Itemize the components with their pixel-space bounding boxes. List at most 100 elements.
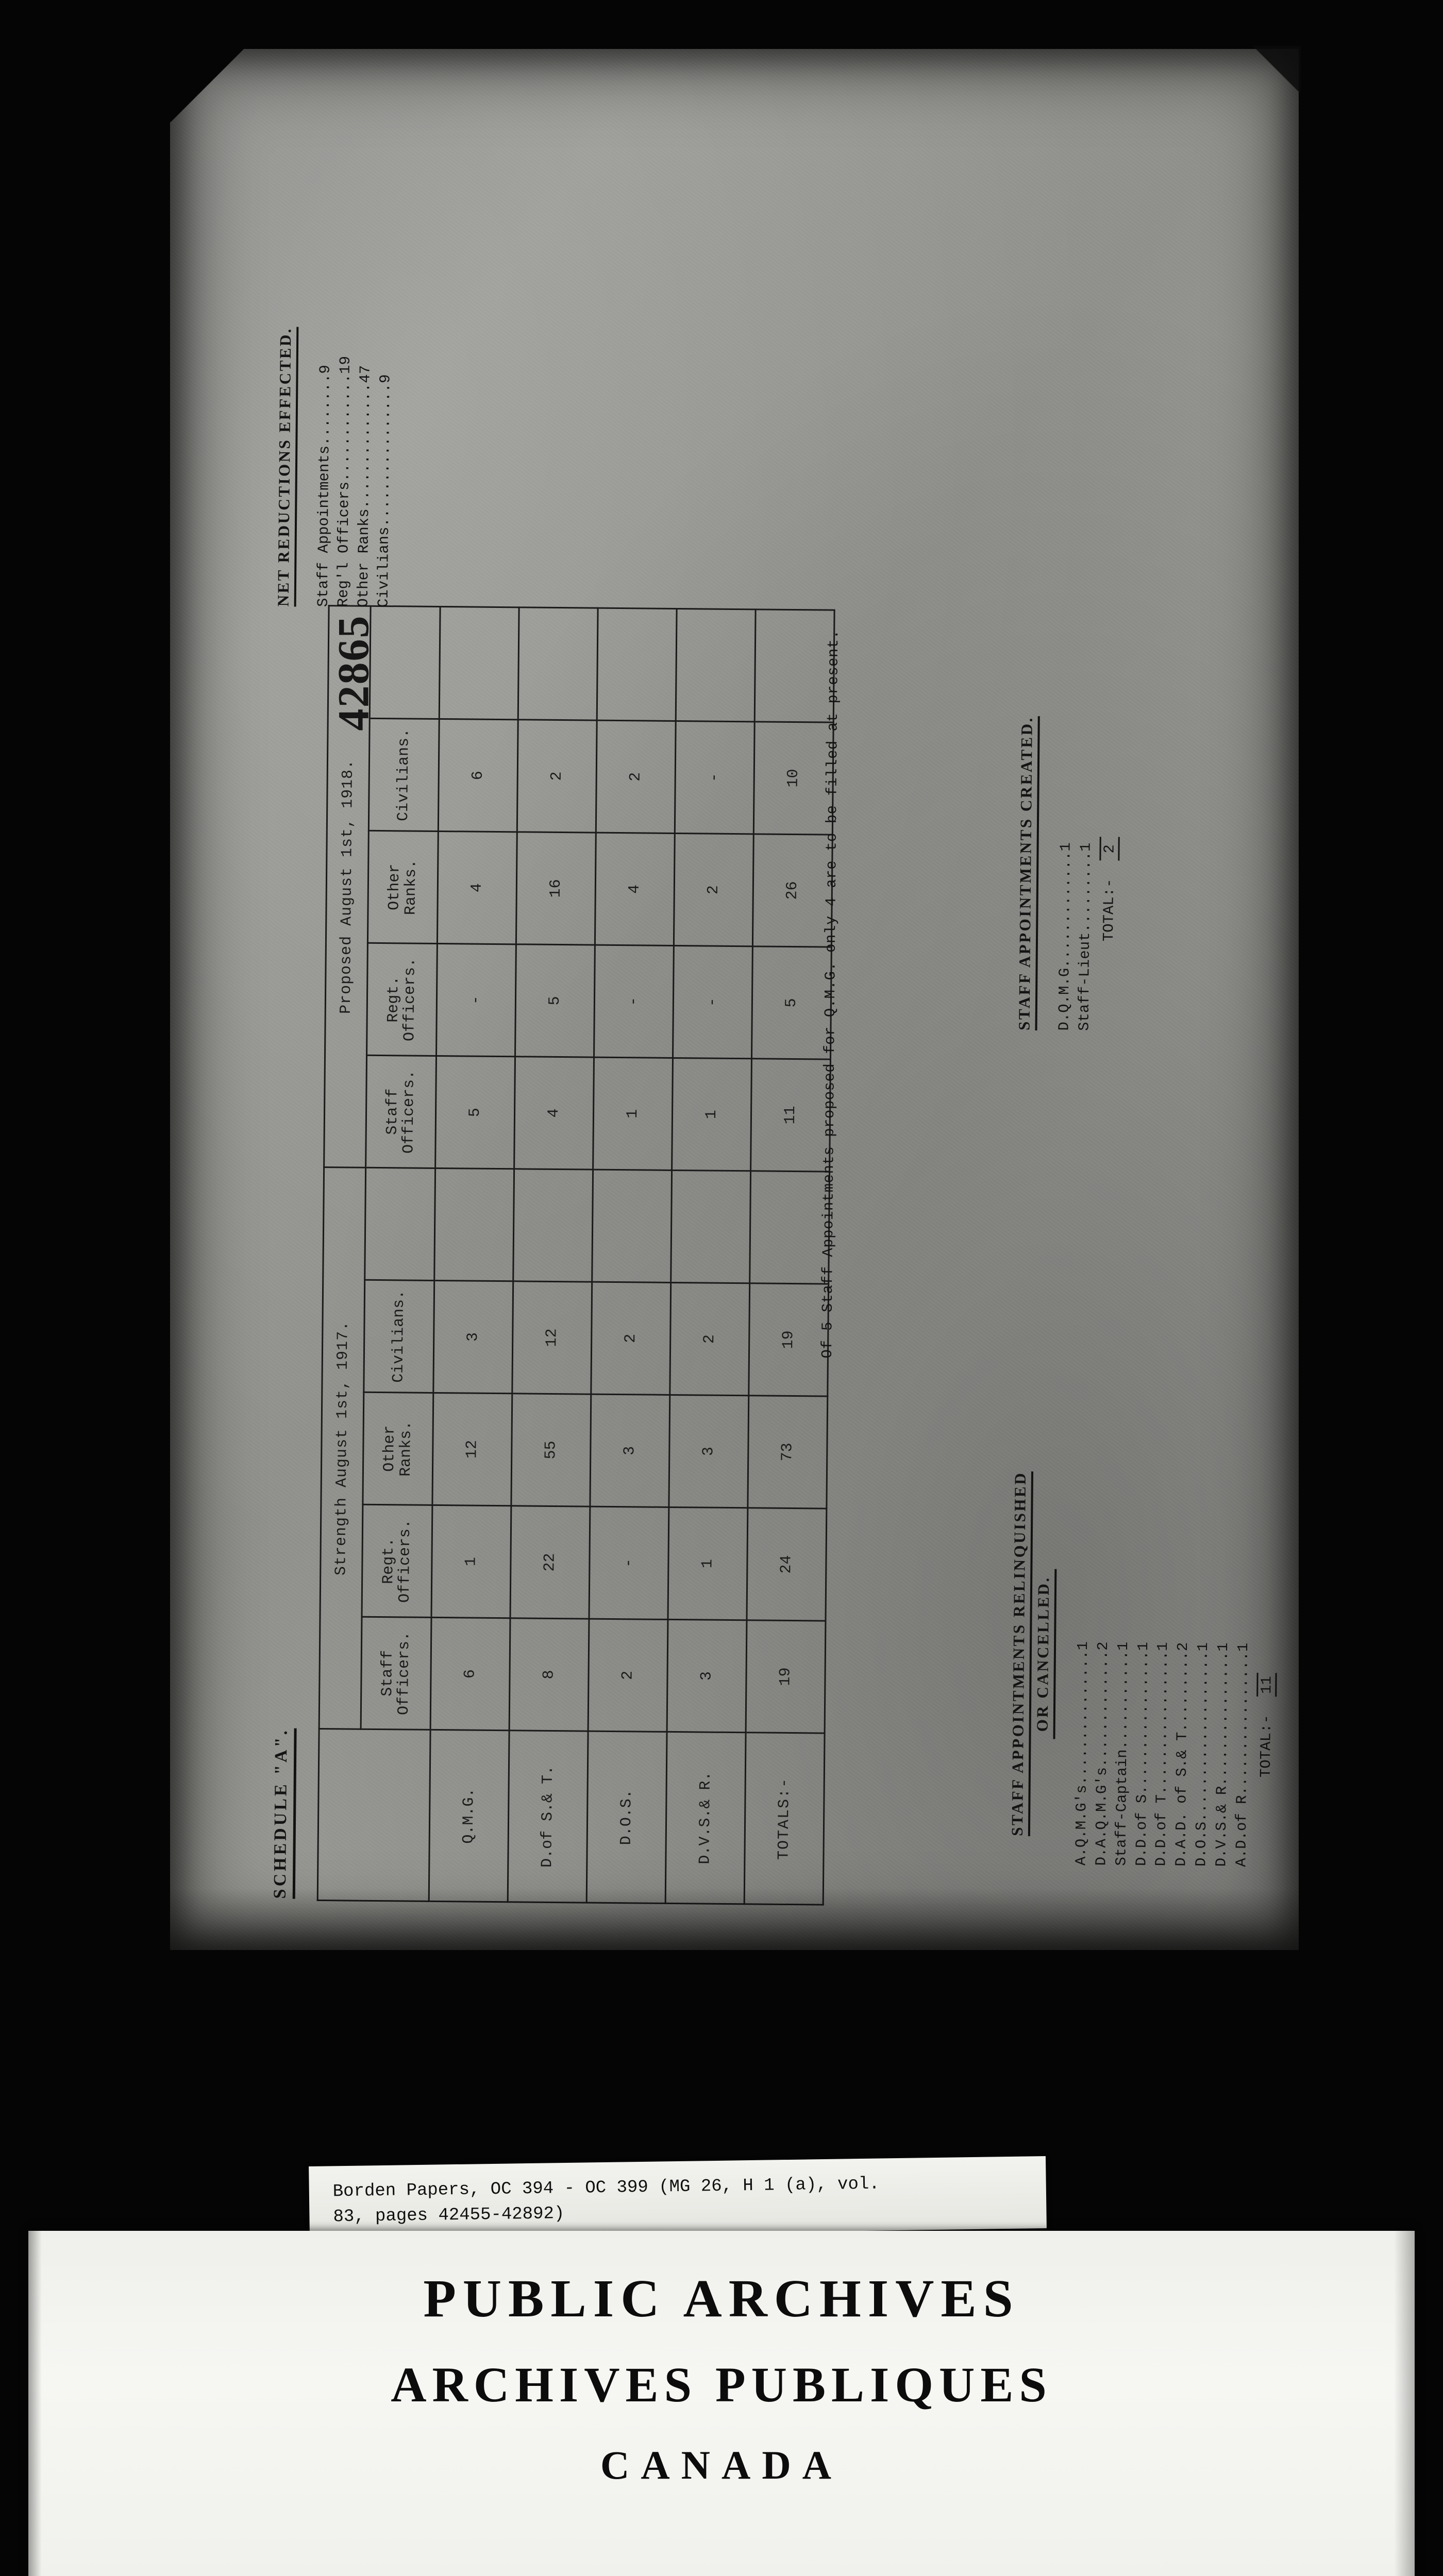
net-reduction-item: Staff Appointments........9 (314, 364, 334, 607)
appointments-created-block: STAFF APPOINTMENTS CREATED. D.Q.M.G.....… (1015, 639, 1121, 1031)
cell-1918-3: 2 (596, 720, 676, 834)
appointments-created-title: STAFF APPOINTMENTS CREATED. (1015, 716, 1040, 1031)
total-1918-0: 11 (750, 1058, 831, 1172)
cell-1917-0: 2 (588, 1619, 668, 1732)
cell-1917-0: 3 (667, 1619, 747, 1733)
appointments-relinquished-block: STAFF APPOINTMENTS RELINQUISHED OR CANCE… (1008, 1443, 1279, 1867)
cell-1918-2: 4 (437, 831, 517, 944)
department-header-cell (317, 1728, 431, 1902)
strength-table: Strength August 1st, 1917. Proposed Augu… (317, 605, 835, 1905)
net-reduction-item: Reg'l Officers............19 (334, 355, 354, 607)
subheader-1917-other-ranks: Other Ranks. (362, 1392, 433, 1505)
cell-1918-rowtotal (439, 606, 519, 720)
cell-1917-3: 2 (591, 1282, 671, 1395)
total-1917-3: 19 (748, 1283, 829, 1397)
catalogue-slip-line2: 83, pages 42455-42892) (333, 2204, 565, 2227)
card-right-shadow (1394, 2231, 1415, 2576)
cell-1918-0: 4 (514, 1056, 594, 1170)
cell-1918-rowtotal (676, 608, 756, 722)
cell-1917-rowtotal (434, 1168, 514, 1281)
subheader-1917-staff-officers: Staff Officers. (361, 1617, 432, 1730)
catalogue-slip: Borden Papers, OC 394 - OC 399 (MG 26, H… (309, 2156, 1047, 2239)
total-1917-1: 24 (746, 1507, 827, 1621)
group-header-1917: Strength August 1st, 1917. (319, 1167, 366, 1730)
department-name-cell: Q.M.G. (429, 1730, 510, 1902)
net-reduction-item: Other Ranks..............47 (355, 365, 374, 607)
department-name-cell: D.V.S.& R. (665, 1732, 746, 1904)
card-line-archives-publiques: ARCHIVES PUBLIQUES (391, 2357, 1052, 2412)
cell-1918-2: 2 (674, 833, 754, 946)
cell-1917-3: 3 (433, 1280, 513, 1394)
torn-corner-top-right (1229, 46, 1301, 92)
public-archives-card: PUBLIC ARCHIVES ARCHIVES PUBLIQUES CANAD… (28, 2231, 1415, 2576)
cell-1917-1: 22 (510, 1505, 590, 1619)
appointment-relinquished-item: Staff-Captain...........1 (1113, 1641, 1132, 1866)
cell-1918-1: 5 (515, 944, 595, 1058)
scanned-document-sheet: SCHEDULE "A". Strength August 1st, 1917.… (167, 45, 1301, 1950)
total-1917-0: 19 (746, 1620, 826, 1734)
card-line-canada: CANADA (600, 2443, 843, 2487)
cell-1918-0: 5 (435, 1056, 515, 1169)
appointment-relinquished-item: A.D.of R................1 (1233, 1642, 1252, 1867)
cell-1918-2: 16 (516, 832, 596, 945)
subheader-1918-regt-officers: Regt. Officers. (366, 943, 438, 1056)
total-1918-grand (754, 609, 835, 723)
card-left-shadow (28, 2231, 42, 2576)
cell-1917-0: 8 (509, 1618, 589, 1732)
appointment-created-item: Staff-Lieut.........1 (1076, 842, 1095, 1031)
cell-1917-0: 6 (430, 1617, 511, 1731)
subheader-1917-civilians: Civilians. (363, 1280, 434, 1393)
table-row: Q.M.G. 6 1 12 3 5-4 6 (429, 606, 519, 1902)
cell-1918-rowtotal (597, 608, 677, 721)
total-1917-2: 73 (747, 1395, 828, 1509)
total-1918-1: 5 (751, 946, 832, 1060)
table-sub-header-row: Staff Officers. Regt. Officers. Other Ra… (359, 606, 441, 1901)
torn-corner-top-left (167, 45, 265, 122)
subheader-1918-other-ranks: Other Ranks. (367, 831, 439, 944)
cell-1917-2: 3 (668, 1395, 749, 1508)
cell-1918-0: 1 (593, 1057, 673, 1171)
cell-1917-1: - (589, 1506, 669, 1620)
cell-1917-2: 3 (590, 1394, 670, 1507)
cell-1917-3: 12 (512, 1281, 592, 1395)
cell-1917-1: 1 (667, 1507, 748, 1620)
cell-1917-2: 55 (511, 1393, 591, 1507)
rotated-document-content: SCHEDULE "A". Strength August 1st, 1917.… (162, 44, 1307, 1955)
cell-1918-1: - (673, 945, 753, 1059)
subheader-1918-staff-officers: Staff Officers. (365, 1055, 437, 1168)
cell-1918-rowtotal (518, 607, 598, 721)
appointments-relinquished-total: TOTAL:- 11 (1255, 1445, 1279, 1867)
schedule-title: SCHEDULE "A". (270, 1727, 297, 1899)
net-reduction-item: Civilians................9 (375, 374, 394, 608)
subheader-1918-total (370, 606, 441, 719)
department-name-cell: D.O.S. (586, 1731, 667, 1904)
table-row: D.O.S. 2-3 2 1-4 2 (586, 608, 677, 1904)
card-line-public-archives: PUBLIC ARCHIVES (423, 2269, 1020, 2328)
net-reductions-block: NET REDUCTIONS EFFECTED. Staff Appointme… (274, 246, 397, 607)
net-reductions-rows: Staff Appointments........9 Reg'l Officer… (314, 246, 397, 607)
cell-1918-1: - (436, 943, 516, 1057)
subheader-1917-regt-officers: Regt. Officers. (362, 1504, 432, 1618)
cell-1917-2: 12 (432, 1393, 512, 1506)
table-body: Q.M.G. 6 1 12 3 5-4 6 D.of S.& T. 8 22 55 12 4 5 16 2 D.… (429, 606, 835, 1905)
appointments-relinquished-title-line1: STAFF APPOINTMENTS RELINQUISHED (1008, 1471, 1034, 1837)
cell-1917-rowtotal (513, 1168, 593, 1282)
appointments-created-rows: D.Q.M.G.............1 Staff-Lieut........… (1054, 639, 1098, 1031)
appointments-relinquished-title-line2: OR CANCELLED. (1033, 1569, 1057, 1739)
appointments-relinquished-rows: A.Q.M.G's...............1 D.A.Q.M.G's....… (1071, 1443, 1255, 1867)
totals-label-cell: TOTALS:- (744, 1732, 825, 1905)
cell-1917-1: 1 (431, 1505, 511, 1618)
cell-1918-1: - (594, 945, 674, 1058)
appointment-created-item: D.Q.M.G.............1 (1055, 842, 1075, 1031)
table-row: D.V.S.& R. 3 1 3 2 1-2- (665, 608, 756, 1904)
cell-1918-2: 4 (595, 833, 675, 946)
total-1918-2: 26 (752, 834, 833, 947)
net-reductions-title: NET REDUCTIONS EFFECTED. (274, 327, 299, 607)
cell-1918-3: 2 (517, 719, 597, 833)
cell-1918-0: 1 (672, 1058, 752, 1171)
cell-1917-rowtotal (592, 1170, 672, 1283)
table-row: D.of S.& T. 8 22 55 12 4 5 16 2 (508, 607, 598, 1903)
subheader-1917-total (364, 1167, 435, 1281)
department-name-cell: D.of S.& T. (508, 1730, 589, 1903)
